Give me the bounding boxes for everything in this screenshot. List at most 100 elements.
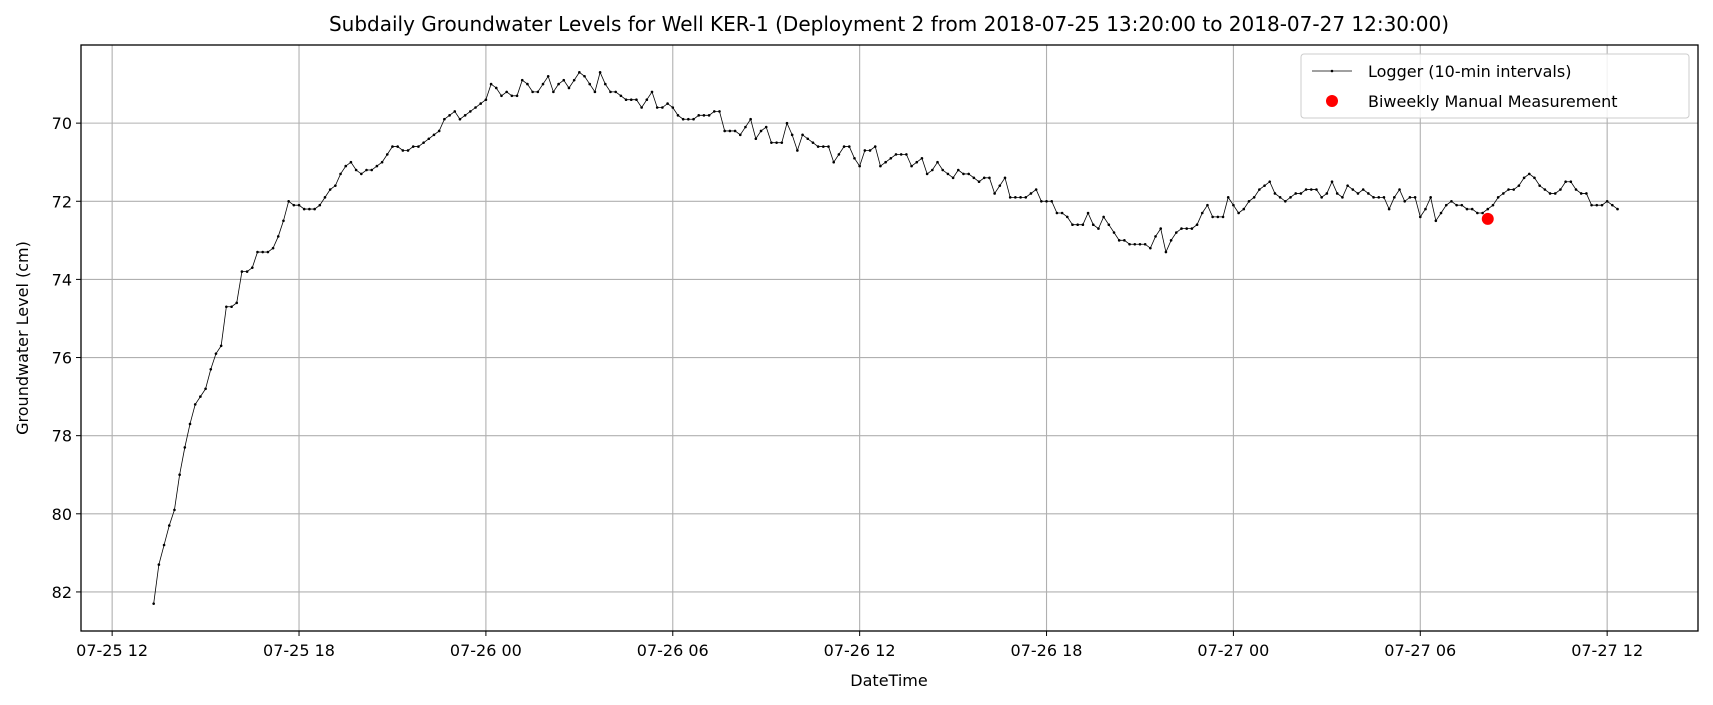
logger-point (1221, 215, 1225, 219)
logger-point (598, 71, 602, 74)
legend-manual-marker (1326, 95, 1338, 107)
plot-frame (80, 44, 1699, 632)
logger-point (411, 145, 415, 148)
logger-point (448, 114, 451, 117)
manual-measurement-point (1481, 212, 1494, 225)
logger-point (422, 141, 425, 144)
logger-point (977, 180, 981, 184)
logger-point (951, 176, 955, 180)
logger-point (199, 395, 202, 398)
logger-point (562, 78, 566, 82)
logger-point (214, 352, 218, 355)
y-tick-label: 76 (52, 349, 72, 368)
logger-point (557, 82, 560, 86)
logger-point (879, 164, 882, 168)
legend: Logger (10-min intervals) Biweekly Manua… (1300, 53, 1690, 119)
y-tick-label: 82 (52, 583, 72, 602)
logger-point (500, 94, 503, 98)
logger-point (1123, 239, 1126, 242)
logger-point (1226, 196, 1230, 199)
logger-point (396, 145, 399, 148)
logger-point (1574, 188, 1578, 191)
logger-point (1071, 223, 1074, 227)
logger-point (936, 160, 939, 164)
logger-point (209, 367, 213, 371)
logger-point (469, 110, 472, 113)
logger-point (531, 90, 534, 94)
logger-point (858, 164, 861, 168)
logger-point (713, 110, 716, 113)
logger-point (1517, 184, 1521, 187)
x-tick-label: 07-26 18 (1011, 641, 1083, 660)
logger-point (988, 176, 991, 180)
logger-point (718, 110, 721, 113)
logger-point (629, 98, 633, 101)
manual-series (1481, 212, 1494, 225)
logger-point (1341, 196, 1344, 199)
logger-point (1216, 215, 1220, 219)
logger-point (1252, 196, 1256, 199)
logger-point (1138, 242, 1142, 246)
logger-point (1117, 239, 1121, 242)
logger-point (375, 164, 379, 168)
logger-point (1263, 184, 1266, 187)
logger-point (1019, 196, 1022, 199)
logger-point (1050, 199, 1054, 203)
logger-point (785, 121, 789, 125)
logger-point (1294, 192, 1297, 195)
logger-point (1309, 188, 1313, 191)
logger-point (510, 94, 514, 98)
logger-point (365, 168, 368, 172)
logger-point (993, 192, 996, 195)
logger-point (520, 78, 524, 82)
logger-point (292, 203, 296, 207)
logger-point (494, 86, 498, 90)
logger-point (614, 90, 617, 94)
logger-point (1403, 199, 1407, 203)
logger-point (1143, 242, 1147, 246)
logger-point (1065, 215, 1069, 219)
logger-point (183, 446, 187, 449)
logger-point (847, 145, 851, 148)
logger-point (1060, 211, 1064, 215)
x-tick-label: 07-27 00 (1197, 641, 1269, 660)
logger-point (931, 168, 934, 172)
logger-point (822, 145, 825, 148)
logger-point (1585, 192, 1588, 195)
logger-point (1351, 188, 1355, 191)
logger-point (1169, 239, 1173, 242)
x-axis-ticks: 07-25 12 07-25 18 07-26 00 07-26 06 07-26 12… (76, 631, 1643, 660)
logger-point (1543, 188, 1547, 191)
logger-point (1387, 207, 1391, 211)
logger-point (567, 86, 571, 90)
logger-point (276, 235, 280, 238)
logger-point (967, 172, 970, 176)
logger-point (1611, 203, 1614, 207)
logger-point (811, 141, 815, 144)
logger-point (676, 114, 680, 117)
logger-point (1605, 199, 1609, 203)
logger-point (1455, 203, 1458, 207)
logger-point (417, 145, 420, 148)
logger-point (256, 250, 259, 254)
logger-point (645, 98, 649, 101)
logger-point (816, 145, 820, 148)
logger-point (1195, 223, 1199, 227)
logger-point (583, 74, 586, 78)
legend-logger-marker (1330, 69, 1334, 73)
logger-point (339, 172, 342, 176)
logger-point (1304, 188, 1308, 191)
logger-point (1538, 184, 1541, 187)
logger-point (188, 422, 192, 426)
logger-point (1559, 188, 1562, 191)
logger-point (941, 168, 945, 172)
logger-point (635, 98, 638, 101)
logger-point (1470, 207, 1474, 211)
x-tick-label: 07-27 12 (1571, 641, 1643, 660)
logger-point (1579, 192, 1583, 195)
logger-point (1237, 211, 1240, 215)
logger-point (1527, 172, 1531, 176)
logger-point (1273, 192, 1277, 195)
legend-box (1300, 53, 1690, 119)
